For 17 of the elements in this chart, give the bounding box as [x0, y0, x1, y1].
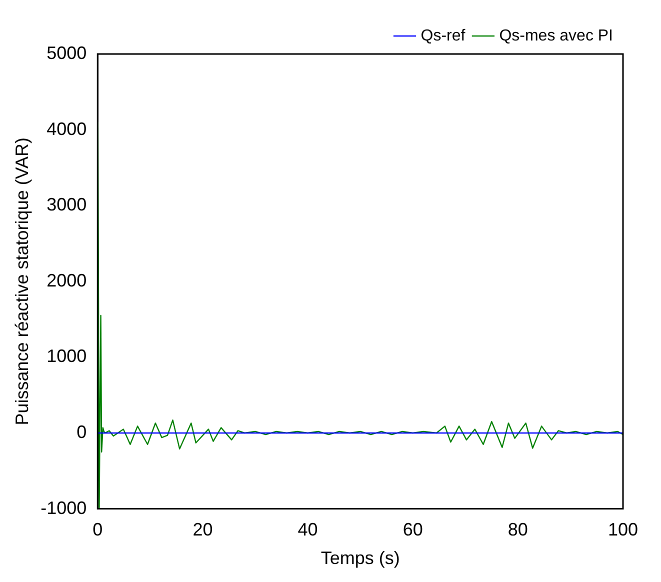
legend-label: Qs-ref: [420, 27, 466, 44]
x-tick-label: 60: [402, 520, 423, 540]
x-axis-title: Temps (s): [320, 548, 400, 568]
x-tick-label: 20: [192, 520, 213, 540]
y-tick-label: -1000: [40, 498, 87, 518]
x-tick-label: 100: [608, 520, 638, 540]
y-tick-label: 5000: [46, 42, 87, 63]
y-tick-label: 3000: [46, 194, 87, 215]
legend-label: Qs-mes avec PI: [499, 27, 614, 44]
y-tick-label: 2000: [46, 270, 87, 290]
y-tick-label: 4000: [46, 118, 87, 139]
x-tick-label: 0: [92, 520, 103, 540]
x-tick-label: 40: [298, 520, 318, 540]
y-tick-label: 1000: [46, 346, 87, 366]
y-tick-label: 0: [76, 422, 87, 442]
y-axis-title: Puissance réactive statorique (VAR): [12, 138, 32, 426]
x-tick-label: 80: [508, 520, 528, 540]
